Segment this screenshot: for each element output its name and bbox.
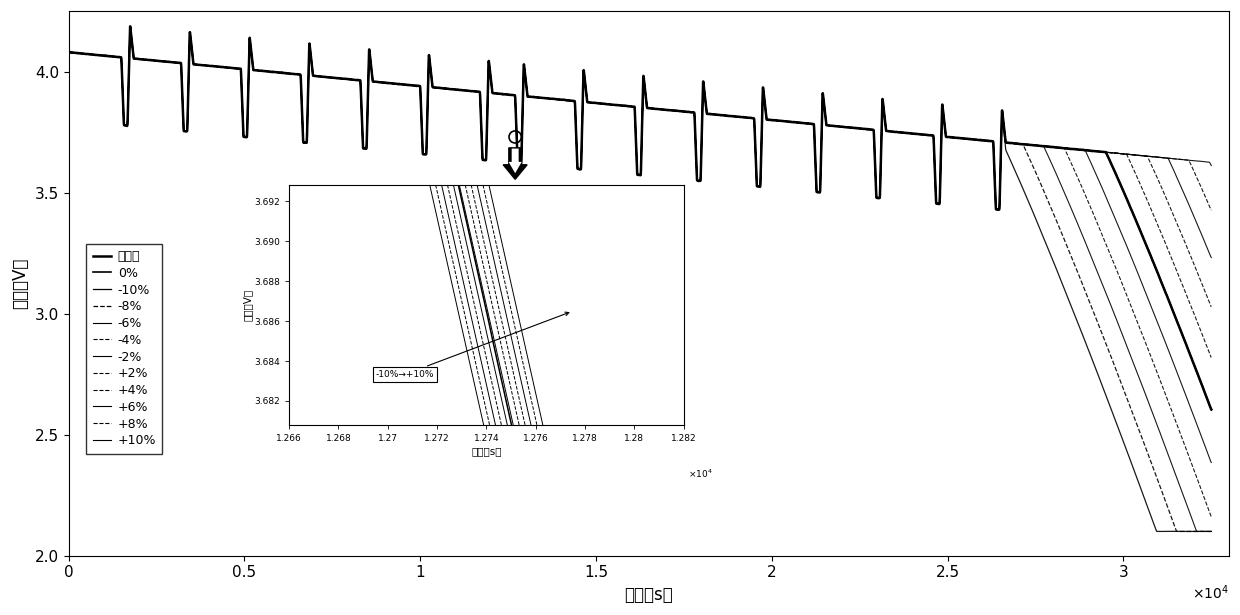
Polygon shape <box>503 148 527 180</box>
Polygon shape <box>508 149 522 173</box>
Text: $\times10^4$: $\times10^4$ <box>1192 584 1229 602</box>
X-axis label: 时间（s）: 时间（s） <box>625 586 673 604</box>
Y-axis label: 电压（V）: 电压（V） <box>11 258 29 309</box>
Legend: 实测值, 0%, -10%, -8%, -6%, -4%, -2%, +2%, +4%, +6%, +8%, +10%: 实测值, 0%, -10%, -8%, -6%, -4%, -2%, +2%, … <box>87 244 162 454</box>
